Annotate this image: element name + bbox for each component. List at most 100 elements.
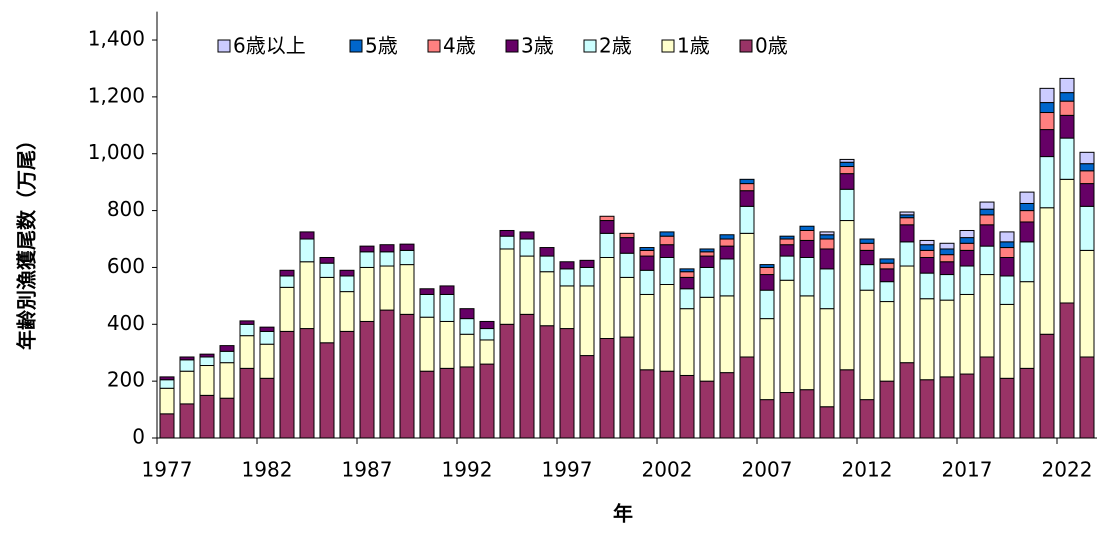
bar-segment [759,264,775,268]
bar-segment [259,330,275,345]
bar-segment [579,285,595,357]
bar-segment [959,293,975,375]
bar-segment [779,238,795,246]
bar-segment [879,281,895,303]
bar-segment [799,295,815,391]
x-tick-label: 1982 [242,458,293,482]
bar-segment [839,173,855,190]
bar-segment [679,271,695,278]
bar-segment [879,301,895,382]
bar-segment [599,338,615,439]
bar-segment [419,370,435,439]
bar-segment [899,362,915,439]
y-tick-label: 400 [107,311,145,335]
bar-segment [179,359,195,372]
bar-segment [1039,112,1055,131]
bar-segment [819,248,835,270]
bar-segment [759,266,775,276]
bar-segment [739,356,755,439]
bar-segment [799,389,815,439]
bar-segment [339,330,355,439]
bar-segment [659,283,675,372]
bar-segment [799,256,815,297]
bar-segment [499,323,515,439]
bar-segment [939,274,955,301]
bar-segment [479,363,495,439]
bar-segment [419,316,435,372]
x-tick-label: 2007 [742,458,793,482]
bar-segment [699,255,715,268]
legend-swatch [349,39,363,53]
bar-segment [999,241,1015,249]
bar-segment [959,373,975,439]
bar-segment [1039,333,1055,439]
bar-segment [859,264,875,291]
bar-segment [239,320,255,325]
bar-segment [779,244,795,257]
x-tick-label: 2017 [942,458,993,482]
bar-segment [859,242,875,251]
bar-segment [219,350,235,364]
bar-segment [379,265,395,311]
y-tick-label: 1,000 [88,140,145,164]
bar-segment [559,261,575,270]
bar-segment [839,188,855,222]
bar-segment [959,265,975,295]
bar-segment [799,225,815,231]
bar-segment [1019,281,1035,369]
legend-swatch [217,39,231,53]
y-tick-label: 1,200 [88,83,145,107]
bar-segment [759,318,775,401]
bar-segment [639,247,655,251]
bar-segment [899,217,915,226]
legend-label: 0歳 [755,34,788,58]
bar-segment [1079,356,1095,439]
bar-segment [199,365,215,396]
bar-segment [999,231,1015,243]
bar-segment [219,362,235,399]
legend-label: 1歳 [677,34,710,58]
bar-segment [659,244,675,258]
bar-segment [559,268,575,287]
bar-segment [239,323,255,337]
y-tick-label: 0 [132,425,145,449]
bar-segment [879,268,895,283]
bar-segment [1059,114,1075,139]
bar-segment [159,387,175,415]
bar-segment [739,178,755,185]
bar-segment [899,265,915,364]
bar-segment [1059,77,1075,94]
bar-segment [519,238,535,257]
bar-segment [519,313,535,439]
bar-segment [679,268,695,273]
bar-segment [719,234,735,240]
bar-segment [639,255,655,271]
bar-segment [359,266,375,322]
bar-segment [1079,249,1095,358]
bar-segment [539,255,555,273]
bar-segment [379,309,395,439]
bar-segment [939,299,955,378]
bar-segment [1019,210,1035,223]
bar-segment [439,367,455,439]
y-tick-label: 1,400 [88,27,145,51]
bar-segment [999,275,1015,305]
bar-segment [859,289,875,401]
bar-segment [1039,207,1055,335]
bar-segment [819,238,835,250]
bar-segment [179,370,195,405]
bar-segment [759,289,775,320]
bar-segment [619,252,635,278]
bar-segment [439,285,455,295]
y-tick-label: 600 [107,254,145,278]
y-axis-title: 年齢別漁獲尾数（万尾） [15,130,39,350]
bar-segment [779,255,795,281]
bar-segment [579,259,595,268]
bar-segment [279,275,295,288]
bar-segment [239,367,255,439]
bar-segment [579,266,595,287]
bar-segment [399,264,415,315]
bar-segment [919,249,935,258]
bar-segment [659,235,675,246]
